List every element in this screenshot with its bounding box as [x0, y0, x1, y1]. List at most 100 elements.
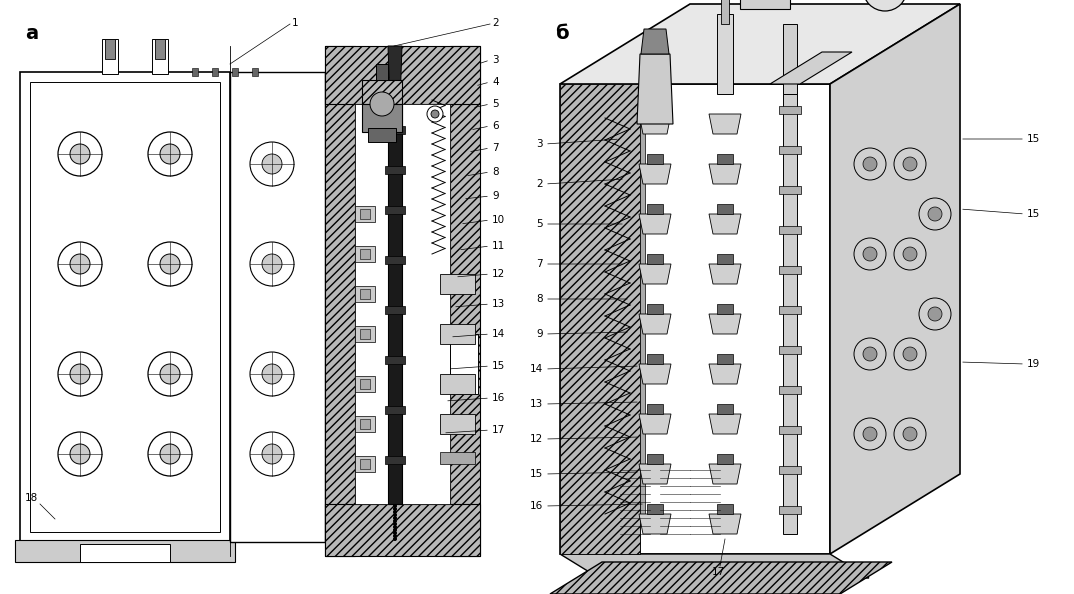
Bar: [355, 206, 375, 222]
Polygon shape: [391, 284, 400, 304]
Polygon shape: [391, 444, 400, 464]
Text: 4: 4: [492, 77, 498, 87]
Circle shape: [58, 132, 102, 176]
Text: 2: 2: [536, 179, 543, 189]
Circle shape: [250, 142, 294, 186]
Bar: [360, 329, 371, 339]
Text: 15: 15: [1027, 134, 1041, 144]
Bar: [779, 466, 801, 474]
Text: а: а: [25, 24, 38, 43]
Bar: [212, 68, 218, 76]
Bar: [779, 426, 801, 434]
Bar: [230, 72, 325, 542]
Polygon shape: [717, 254, 732, 264]
Polygon shape: [647, 254, 663, 264]
Text: 15: 15: [492, 361, 505, 371]
Text: 5: 5: [492, 99, 498, 109]
Circle shape: [903, 157, 917, 171]
Polygon shape: [639, 114, 671, 134]
Polygon shape: [560, 4, 960, 84]
Bar: [376, 64, 388, 80]
Polygon shape: [639, 464, 671, 484]
Polygon shape: [709, 514, 741, 534]
Polygon shape: [717, 354, 732, 364]
Bar: [384, 256, 405, 264]
Polygon shape: [391, 224, 400, 244]
Polygon shape: [325, 46, 355, 556]
Bar: [450, 334, 478, 394]
Bar: [779, 186, 801, 194]
Circle shape: [928, 207, 942, 221]
Bar: [20, 72, 230, 542]
Bar: [779, 506, 801, 514]
Polygon shape: [390, 424, 400, 444]
Bar: [355, 326, 375, 342]
Text: 19: 19: [1027, 359, 1041, 369]
Bar: [779, 346, 801, 354]
Bar: [355, 104, 450, 504]
Polygon shape: [450, 46, 480, 556]
Circle shape: [371, 92, 394, 116]
Bar: [102, 39, 118, 74]
Bar: [155, 39, 165, 59]
Polygon shape: [391, 104, 400, 124]
Circle shape: [148, 352, 192, 396]
Polygon shape: [325, 46, 480, 104]
Bar: [252, 68, 258, 76]
Text: 16: 16: [492, 393, 505, 403]
Polygon shape: [717, 154, 732, 164]
Bar: [779, 226, 801, 234]
Polygon shape: [560, 84, 640, 554]
Polygon shape: [647, 504, 663, 514]
Polygon shape: [388, 46, 402, 104]
Text: 3: 3: [536, 139, 543, 149]
Circle shape: [863, 157, 877, 171]
Bar: [779, 306, 801, 314]
Circle shape: [70, 364, 90, 384]
Polygon shape: [640, 114, 645, 524]
Polygon shape: [717, 404, 732, 414]
Circle shape: [262, 364, 282, 384]
Circle shape: [928, 307, 942, 321]
Circle shape: [854, 418, 886, 450]
Polygon shape: [770, 52, 852, 84]
Polygon shape: [560, 554, 869, 578]
Bar: [105, 39, 115, 59]
Polygon shape: [639, 214, 671, 234]
Circle shape: [894, 148, 926, 180]
Circle shape: [160, 144, 180, 164]
Polygon shape: [641, 29, 669, 54]
Circle shape: [431, 110, 439, 118]
Bar: [440, 374, 475, 394]
Circle shape: [262, 254, 282, 274]
Bar: [384, 306, 405, 314]
Bar: [153, 39, 168, 74]
Polygon shape: [390, 304, 400, 324]
Circle shape: [903, 347, 917, 361]
Polygon shape: [391, 264, 400, 284]
Bar: [360, 209, 371, 219]
Text: 1: 1: [292, 18, 299, 28]
Polygon shape: [709, 414, 741, 434]
Polygon shape: [709, 214, 741, 234]
Circle shape: [854, 238, 886, 270]
Text: 5: 5: [536, 219, 543, 229]
Polygon shape: [390, 124, 400, 144]
Bar: [440, 452, 475, 464]
Bar: [779, 106, 801, 114]
Text: б: б: [555, 24, 568, 43]
Circle shape: [262, 154, 282, 174]
Polygon shape: [639, 364, 671, 384]
Bar: [192, 68, 198, 76]
Text: 9: 9: [492, 191, 498, 201]
Bar: [721, 0, 729, 24]
Polygon shape: [390, 244, 400, 264]
Bar: [384, 126, 405, 134]
Text: 12: 12: [492, 269, 505, 279]
Circle shape: [393, 532, 396, 535]
Bar: [388, 104, 402, 504]
Polygon shape: [709, 164, 741, 184]
Polygon shape: [647, 404, 663, 414]
Circle shape: [903, 427, 917, 441]
Polygon shape: [560, 84, 830, 554]
